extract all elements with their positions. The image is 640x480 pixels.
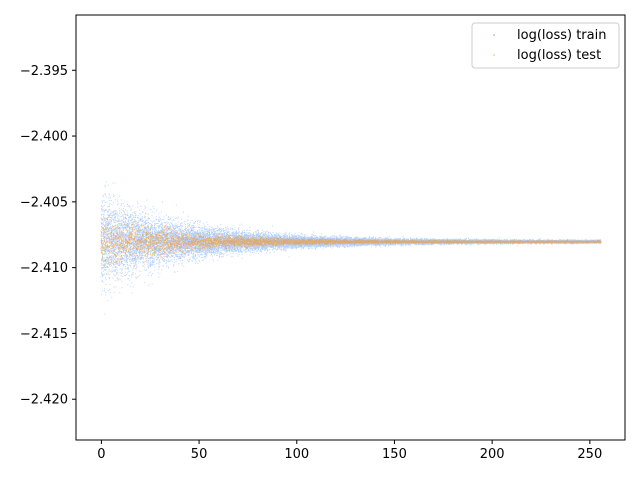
- plot-frame: [75, 14, 626, 441]
- y-axis: −2.395 −2.400 −2.405 −2.410 −2.415 −2.420: [20, 64, 76, 408]
- y-tick-label: −2.420: [20, 393, 68, 408]
- x-tick-label: 0: [97, 447, 105, 462]
- data-point-cloud: [100, 209, 602, 286]
- x-tick-label: 200: [480, 447, 505, 462]
- y-tick-label: −2.400: [20, 130, 68, 145]
- x-tick-label: 50: [191, 447, 208, 462]
- data-points: [100, 181, 602, 315]
- x-tick-label: 100: [284, 447, 309, 462]
- x-axis: 0 50 100 150 200 250: [97, 440, 602, 462]
- legend-label-test: log(loss) test: [517, 48, 601, 63]
- x-tick-label: 250: [577, 447, 602, 462]
- legend: log(loss) train log(loss) test: [471, 22, 620, 69]
- x-tick-label: 150: [382, 447, 407, 462]
- y-tick-label: −2.410: [20, 261, 68, 276]
- y-tick-label: −2.415: [20, 327, 68, 342]
- legend-label-train: log(loss) train: [517, 28, 606, 43]
- series-test-points: [100, 209, 602, 286]
- y-tick-label: −2.405: [20, 195, 68, 210]
- y-tick-label: −2.395: [20, 64, 68, 79]
- legend-box: [471, 22, 620, 69]
- legend-marker-test: [493, 54, 495, 56]
- legend-marker-train: [493, 34, 495, 36]
